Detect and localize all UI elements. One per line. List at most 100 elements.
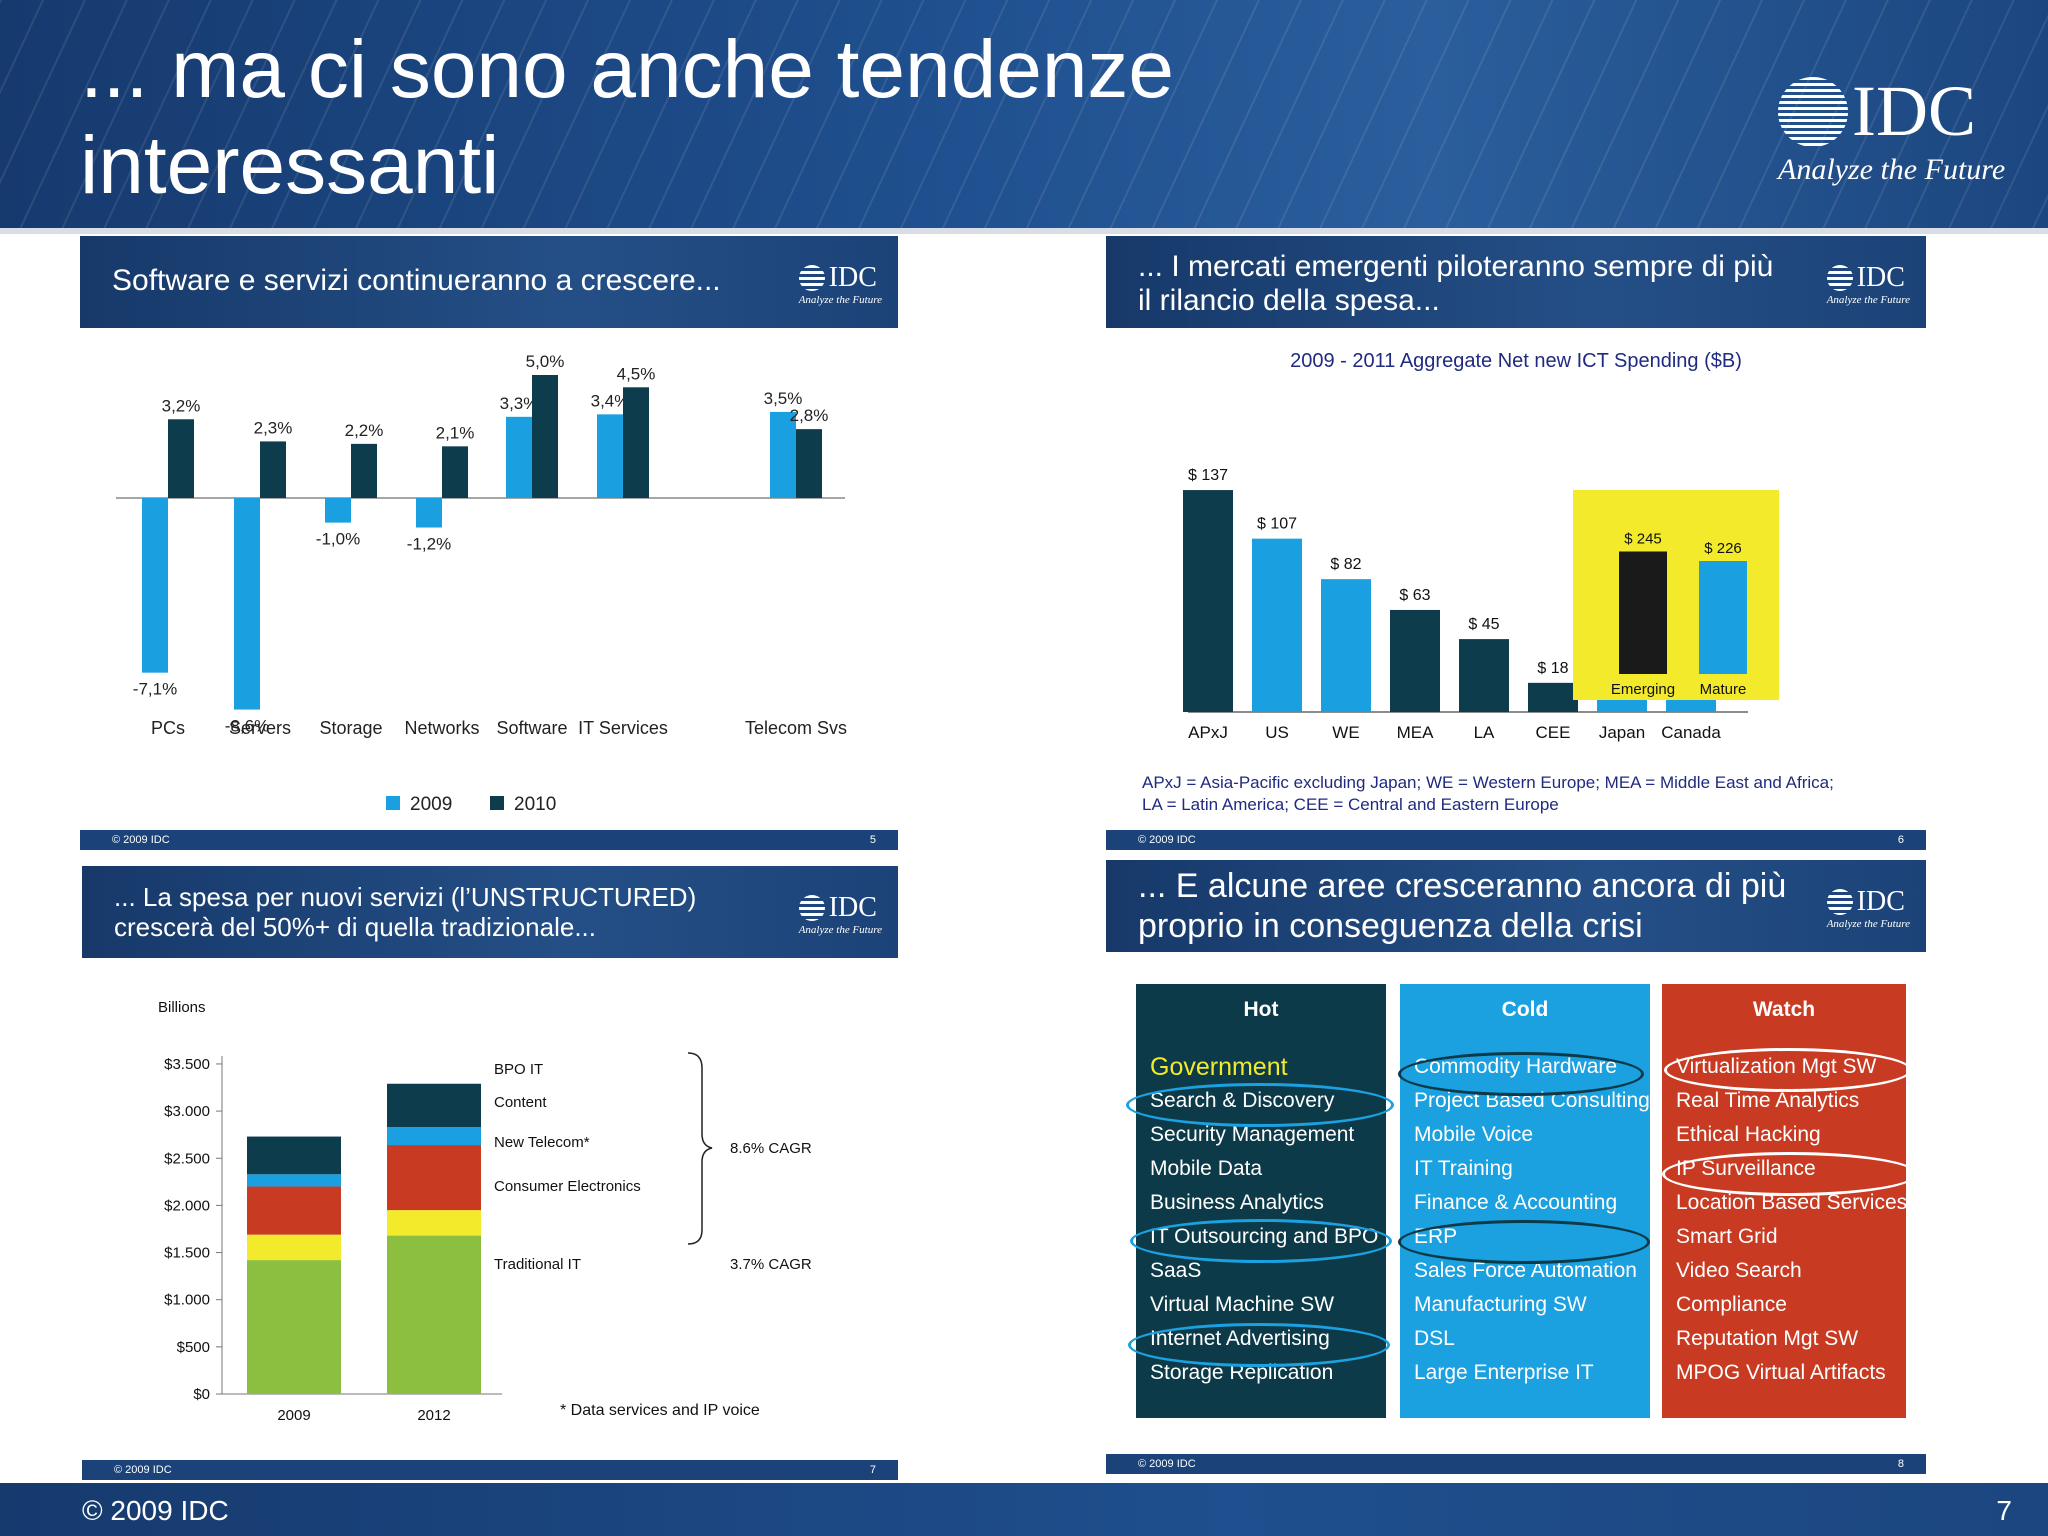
- category-label: MEA: [1397, 723, 1435, 742]
- list-item: Storage Replication: [1150, 1361, 1334, 1384]
- data-label: 5,0%: [526, 352, 565, 371]
- list-item: Large Enterprise IT: [1414, 1361, 1594, 1384]
- bar-2010-telecom-svs: [796, 429, 822, 498]
- y-tick-label: $1.500: [164, 1245, 210, 1262]
- bar-2010-pcs: [168, 419, 194, 498]
- bar-we: [1321, 579, 1371, 712]
- slide-footer-copyright: © 2009 IDC: [112, 834, 170, 846]
- cold-list: Commodity Hardware Project Based Consult…: [1414, 1050, 1650, 1390]
- slide-emerging-markets: ... I mercati emergenti piloteranno semp…: [1106, 236, 1926, 850]
- series-label: Traditional IT: [494, 1256, 581, 1273]
- inset-bar-mature: [1699, 561, 1747, 674]
- segment-bpo-it-2012: [387, 1083, 481, 1128]
- list-item: Smart Grid: [1676, 1225, 1778, 1248]
- category-label: Servers: [229, 718, 291, 738]
- slide-idc-logo: IDC Analyze the Future: [798, 262, 882, 306]
- category-label: LA: [1474, 723, 1495, 742]
- idc-globe-icon: [1778, 76, 1848, 147]
- chart-title: 2009 - 2011 Aggregate Net new ICT Spendi…: [1290, 350, 1742, 372]
- data-label: -1,0%: [316, 530, 360, 549]
- bar-2010-storage: [351, 443, 377, 498]
- category-label: 2012: [417, 1407, 450, 1424]
- slide-footer-number: 8: [1897, 1458, 1904, 1470]
- data-label: 2,8%: [790, 406, 829, 425]
- list-item: Mobile Voice: [1414, 1123, 1534, 1146]
- slide-title: ... I mercati emergenti piloteranno semp…: [1138, 250, 1774, 317]
- slide-footer-copyright: © 2009 IDC: [1138, 834, 1196, 846]
- slide-header: ... I mercati emergenti piloteranno semp…: [1106, 236, 1926, 328]
- cagr-label-upper: 8.6% CAGR: [730, 1140, 812, 1157]
- hot-cold-watch-table: Hot Government Search & Discovery Securi…: [1126, 984, 1918, 1418]
- series-label: Consumer Electronics: [494, 1178, 641, 1195]
- list-item: Manufacturing SW: [1414, 1293, 1587, 1316]
- header-rule: [0, 228, 2048, 234]
- slide-header: ... La spesa per nuovi servizi (l’UNSTRU…: [82, 866, 898, 958]
- y-tick-label: $3.000: [164, 1103, 210, 1120]
- y-tick-label: $2.500: [164, 1150, 210, 1167]
- highlight-ring: [1130, 1219, 1392, 1263]
- data-label: 4,5%: [617, 364, 656, 383]
- inset-category-label: Emerging: [1611, 681, 1675, 698]
- category-label: APxJ: [1188, 723, 1228, 742]
- slide-title: ... La spesa per nuovi servizi (l’UNSTRU…: [114, 882, 697, 942]
- list-item: Virtual Machine SW: [1150, 1293, 1335, 1316]
- regional-spending-chart: $ 137 APxJ $ 107 US $ 82 WE $ 63 MEA $ 45 LA $ 18 C…: [1183, 467, 1779, 742]
- idc-logo-text: IDC: [1852, 71, 1976, 151]
- watch-list: Virtualization Mgt SW Real Time Analytic…: [1676, 1050, 1907, 1390]
- list-item: IT Training: [1414, 1157, 1513, 1180]
- idc-globe-icon: [1826, 889, 1853, 915]
- legend-label: 2010: [514, 794, 556, 815]
- slide-title: Software e servizi continueranno a cresc…: [112, 264, 721, 297]
- data-label: $ 107: [1257, 516, 1297, 533]
- slide-unstructured-spending: ... La spesa per nuovi servizi (l’UNSTRU…: [82, 866, 898, 1480]
- category-label: IT Services: [578, 718, 668, 738]
- data-label: $ 45: [1468, 616, 1499, 633]
- category-label: CEE: [1536, 723, 1571, 742]
- footnote: * Data services and IP voice: [560, 1402, 760, 1419]
- abbreviation-note-line-1: APxJ = Asia-Pacific excluding Japan; WE …: [1142, 773, 1834, 792]
- category-label: Networks: [404, 718, 479, 738]
- segment-content-2012: [387, 1127, 481, 1146]
- idc-globe-icon: [798, 265, 825, 291]
- y-tick-label: $0: [193, 1386, 210, 1403]
- bar-us: [1252, 538, 1302, 712]
- y-axis-title: Billions: [158, 999, 206, 1016]
- slide-logo-tagline: Analyze the Future: [1826, 294, 1910, 306]
- list-item: SaaS: [1150, 1259, 1202, 1282]
- data-label: $ 18: [1537, 660, 1568, 677]
- list-item: Real Time Analytics: [1676, 1089, 1860, 1112]
- bar-2009-it-services: [597, 414, 623, 498]
- y-tick-label: $500: [177, 1339, 210, 1356]
- inset-bar-emerging: [1619, 551, 1667, 674]
- data-label: $ 137: [1188, 467, 1228, 484]
- slide-header: ... E alcune aree cresceranno ancora di …: [1106, 860, 1926, 952]
- data-label: $ 82: [1330, 556, 1361, 573]
- data-label: -7,1%: [133, 680, 177, 699]
- series-label: Content: [494, 1094, 547, 1111]
- slide-footer-number: 7: [869, 1464, 876, 1476]
- slide-logo-text: IDC: [1856, 886, 1905, 917]
- slide-software-growth: Software e servizi continueranno a cresc…: [80, 236, 898, 850]
- slide-footer: © 2009 IDC 7: [82, 1460, 898, 1480]
- inset-category-label: Mature: [1700, 681, 1747, 698]
- segment-consumer-electronics-2012: [387, 1210, 481, 1236]
- category-label: PCs: [151, 718, 185, 738]
- highlight-ring: [1398, 1052, 1644, 1096]
- slide-logo-text: IDC: [1856, 262, 1905, 293]
- legend-swatch: [386, 796, 400, 810]
- y-tick-label: $1.000: [164, 1292, 210, 1309]
- bar-2009-telecom-svs: [770, 411, 796, 498]
- bar-cee: [1528, 682, 1578, 712]
- header-banner: [0, 0, 2048, 228]
- abbreviation-note-line-2: LA = Latin America; CEE = Central and Ea…: [1142, 795, 1559, 814]
- segment-new-telecom--2009: [247, 1186, 341, 1235]
- bar-la: [1459, 639, 1509, 712]
- data-label: $ 63: [1399, 587, 1430, 604]
- bar-2009-servers: [234, 498, 260, 710]
- slide-logo-text: IDC: [828, 892, 877, 923]
- data-label: 3,5%: [764, 389, 803, 408]
- growth-bar-chart: -7,1% 3,2% PCs -8,6% 2,3% Servers -1,0% 2,2% Sto…: [116, 352, 847, 815]
- cold-column: Cold Commodity Hardware Project Based Co…: [1400, 984, 1650, 1418]
- idc-logo-tagline: Analyze the Future: [1778, 153, 2006, 186]
- segment-consumer-electronics-2009: [247, 1234, 341, 1261]
